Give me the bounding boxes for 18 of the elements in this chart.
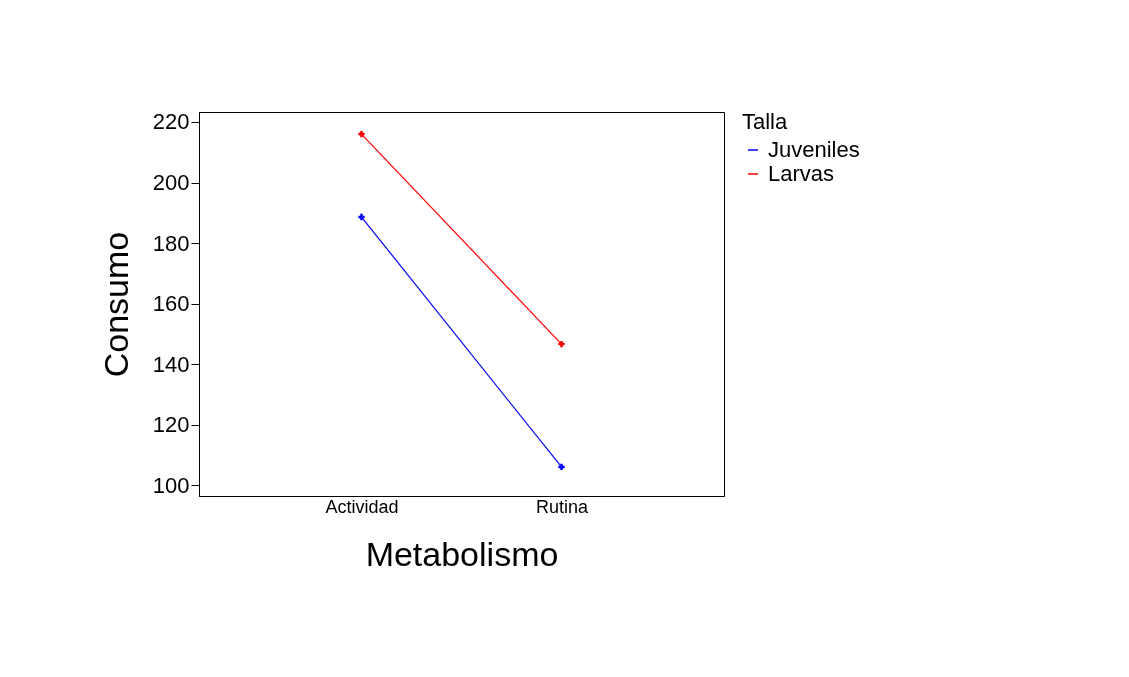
- x-axis-title: Metabolismo: [365, 534, 559, 573]
- y-tick-label: 220: [152, 109, 190, 135]
- y-tick-label: 180: [152, 230, 190, 256]
- point: [358, 213, 365, 221]
- point: [558, 340, 565, 348]
- y-tick-label: 160: [152, 291, 190, 317]
- legend-label: Juveniles: [768, 137, 860, 162]
- y-tick-label: 200: [152, 170, 190, 196]
- y-tick-label: 100: [152, 472, 190, 498]
- legend-title: Talla: [742, 109, 789, 134]
- point: [358, 130, 365, 138]
- x-tick-label: Actividad: [325, 496, 399, 517]
- y-axis-title: Consumo: [96, 231, 135, 378]
- y-tick-label: 140: [152, 351, 190, 377]
- x-tick-label: Rutina: [535, 496, 589, 517]
- y-tick-label: 120: [152, 412, 190, 438]
- legend-label: Larvas: [768, 161, 835, 186]
- point: [558, 463, 565, 471]
